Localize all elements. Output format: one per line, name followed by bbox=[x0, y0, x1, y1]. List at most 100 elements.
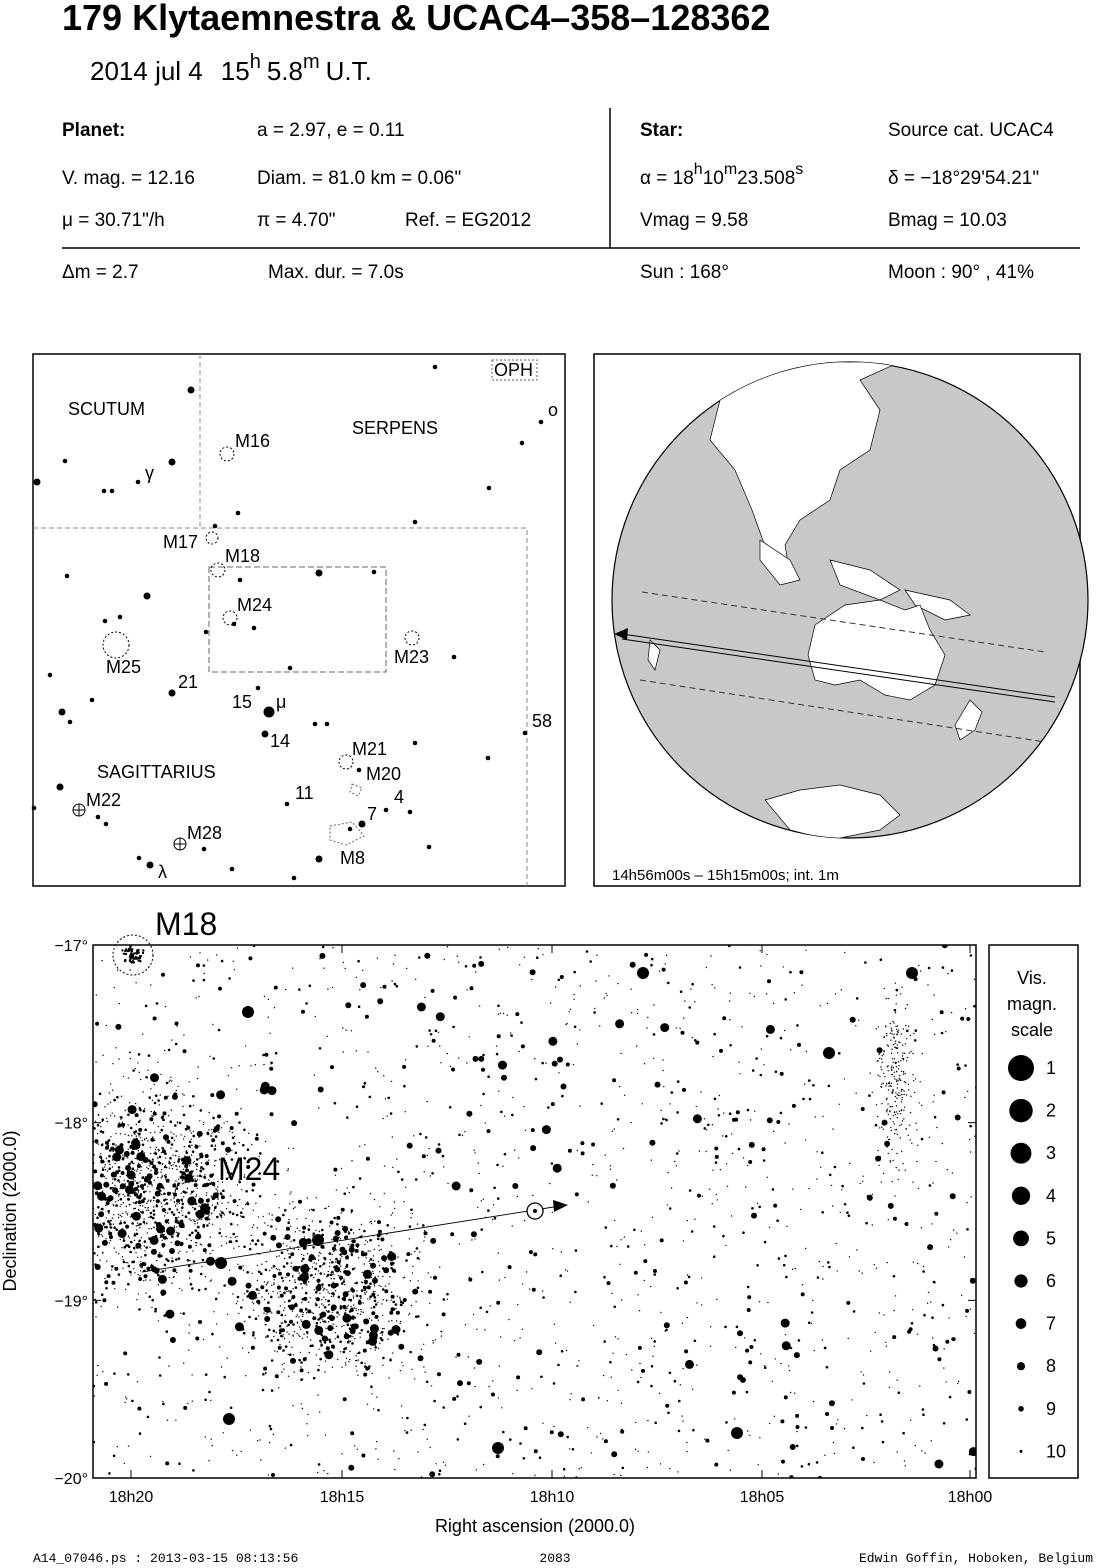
star bbox=[509, 1438, 512, 1441]
star bbox=[402, 1277, 404, 1279]
star bbox=[468, 1415, 470, 1417]
star bbox=[309, 1259, 313, 1263]
star bbox=[623, 1236, 626, 1238]
star bbox=[94, 1213, 97, 1216]
star bbox=[367, 1250, 369, 1252]
star bbox=[386, 1224, 390, 1227]
star bbox=[258, 1292, 260, 1295]
star bbox=[126, 1179, 130, 1183]
star bbox=[245, 1045, 247, 1047]
star bbox=[237, 1224, 239, 1226]
star bbox=[935, 1160, 937, 1163]
star bbox=[233, 1142, 236, 1145]
star bbox=[384, 1285, 387, 1287]
star bbox=[145, 1076, 148, 1079]
star bbox=[392, 1212, 394, 1214]
star bbox=[380, 1248, 382, 1251]
star bbox=[481, 1067, 485, 1072]
star bbox=[748, 1360, 753, 1365]
star bbox=[927, 1244, 934, 1251]
star bbox=[885, 1098, 888, 1101]
star bbox=[272, 1433, 274, 1436]
star bbox=[894, 1195, 896, 1197]
star bbox=[307, 1309, 312, 1314]
star bbox=[219, 1091, 221, 1093]
star bbox=[62, 458, 68, 464]
star bbox=[366, 1403, 369, 1405]
star bbox=[84, 1261, 87, 1264]
star bbox=[665, 1328, 668, 1332]
star bbox=[782, 1263, 786, 1267]
star bbox=[913, 1039, 917, 1042]
star bbox=[580, 1467, 583, 1469]
star bbox=[350, 1212, 352, 1214]
star bbox=[125, 1224, 130, 1229]
star bbox=[321, 1264, 324, 1266]
star bbox=[804, 1139, 807, 1141]
star bbox=[323, 1306, 327, 1309]
star bbox=[93, 1073, 94, 1076]
star bbox=[137, 1242, 140, 1245]
star bbox=[192, 1206, 194, 1209]
star bbox=[251, 1272, 253, 1275]
star bbox=[127, 1165, 129, 1167]
star bbox=[646, 1466, 648, 1469]
star bbox=[124, 1288, 127, 1291]
star bbox=[927, 984, 929, 986]
star bbox=[880, 1069, 883, 1071]
star bbox=[398, 1458, 400, 1460]
star bbox=[157, 1273, 160, 1277]
star bbox=[564, 1269, 567, 1271]
star bbox=[359, 1145, 361, 1147]
star bbox=[659, 1238, 664, 1243]
star bbox=[272, 1274, 277, 1278]
star bbox=[894, 982, 897, 984]
star bbox=[82, 1208, 85, 1211]
star bbox=[149, 1455, 152, 1458]
star bbox=[921, 1104, 923, 1107]
star bbox=[674, 1160, 676, 1163]
star bbox=[856, 1249, 858, 1251]
star bbox=[403, 1084, 406, 1088]
star bbox=[869, 1199, 872, 1201]
star bbox=[320, 1244, 325, 1249]
star bbox=[369, 1221, 371, 1223]
star bbox=[145, 1190, 147, 1192]
star bbox=[263, 706, 275, 718]
star bbox=[168, 1161, 171, 1165]
star bbox=[949, 1239, 952, 1241]
star bbox=[301, 1287, 303, 1289]
star bbox=[138, 1135, 140, 1137]
planet-label: Planet: bbox=[62, 120, 125, 141]
star bbox=[966, 1228, 969, 1231]
star bbox=[364, 1362, 366, 1365]
star bbox=[240, 1450, 242, 1453]
star bbox=[324, 721, 330, 727]
star bbox=[852, 1446, 855, 1449]
star bbox=[393, 1201, 396, 1203]
ra-sec: 23.508 bbox=[737, 168, 795, 189]
star bbox=[895, 1025, 897, 1028]
star bbox=[749, 1434, 751, 1437]
star bbox=[889, 1111, 891, 1113]
star bbox=[967, 1090, 969, 1093]
star bbox=[80, 1137, 81, 1138]
star bbox=[773, 1415, 776, 1418]
star bbox=[757, 1464, 759, 1466]
star bbox=[161, 1270, 165, 1273]
star bbox=[199, 1197, 201, 1199]
star bbox=[796, 1024, 799, 1027]
star bbox=[895, 1003, 897, 1005]
star bbox=[286, 1245, 288, 1247]
star bbox=[193, 1190, 195, 1192]
y-axis-label: Declination (2000.0) bbox=[0, 1130, 20, 1291]
star bbox=[185, 1168, 189, 1173]
star bbox=[612, 1078, 617, 1083]
star bbox=[755, 1057, 758, 1060]
star bbox=[292, 1276, 294, 1278]
star bbox=[728, 1000, 731, 1002]
star bbox=[945, 1339, 950, 1344]
star bbox=[315, 569, 323, 577]
star bbox=[288, 1218, 290, 1221]
star bbox=[256, 1440, 259, 1442]
